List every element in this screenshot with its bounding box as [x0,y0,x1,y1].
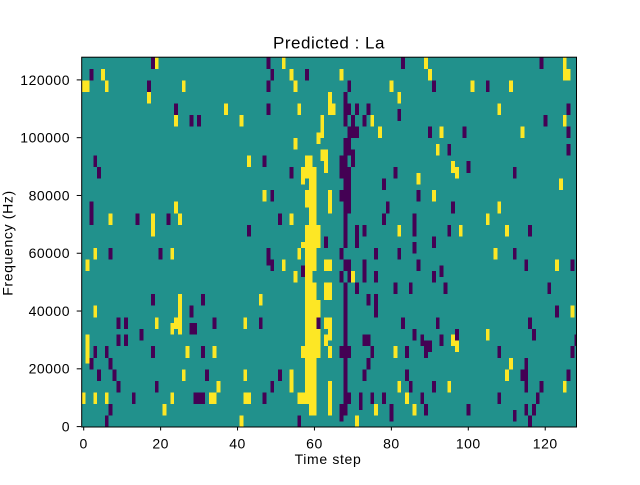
svg-text:100000: 100000 [20,130,70,146]
svg-text:20: 20 [152,435,169,451]
svg-text:80: 80 [383,435,400,451]
svg-text:60000: 60000 [29,245,70,261]
svg-text:40: 40 [229,435,246,451]
svg-text:60: 60 [306,435,323,451]
svg-text:20000: 20000 [29,361,70,377]
svg-text:0: 0 [62,419,70,435]
svg-text:120000: 120000 [20,72,70,88]
svg-text:Predicted : La: Predicted : La [273,34,385,53]
svg-text:80000: 80000 [29,187,70,203]
svg-text:Frequency (Hz): Frequency (Hz) [0,190,16,296]
svg-text:40000: 40000 [29,303,70,319]
svg-text:0: 0 [80,435,88,451]
svg-text:Time step: Time step [295,451,362,467]
svg-text:100: 100 [456,435,481,451]
svg-text:120: 120 [533,435,558,451]
